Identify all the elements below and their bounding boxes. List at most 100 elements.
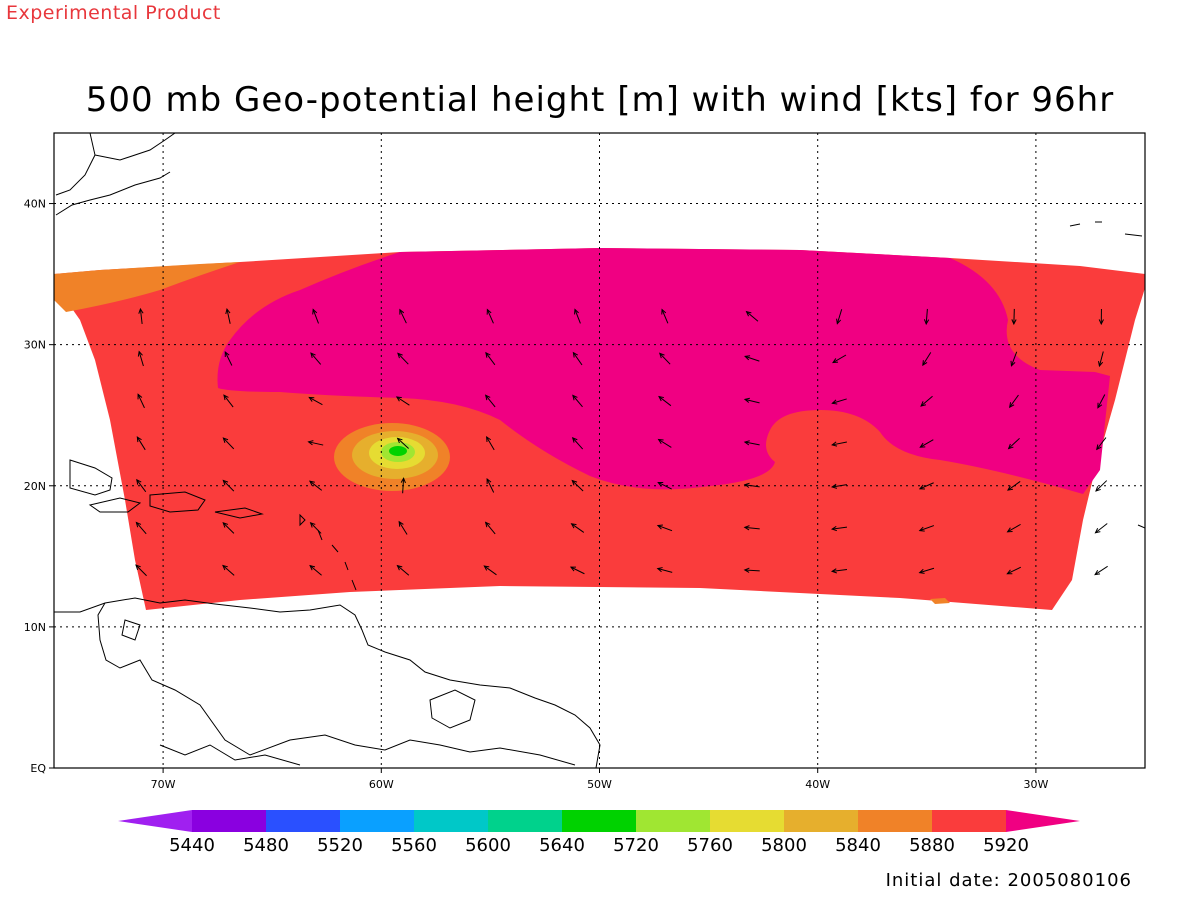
wind-arrow (308, 396, 323, 406)
wind-arrow (1097, 394, 1106, 409)
colorbar-box (488, 810, 562, 832)
height-field-5880-s (930, 598, 950, 604)
wind-arrow (657, 481, 672, 490)
wind-arrow (1097, 351, 1104, 368)
wind-arrow (138, 307, 144, 324)
colorbar-box (192, 810, 266, 832)
wind-arrow (830, 483, 848, 489)
wind-arrow (570, 523, 585, 533)
wind-arrow (486, 308, 494, 324)
lat-tick-label: 10N (24, 621, 46, 634)
wind-arrow (1006, 523, 1021, 533)
colorbar-level-label: 5720 (613, 835, 659, 856)
wind-arrow (399, 308, 407, 324)
wind-arrow (745, 310, 759, 322)
wind-arrow (743, 397, 760, 404)
wind-arrow (658, 352, 671, 365)
wind-arrow (657, 438, 672, 448)
wind-arrow (918, 482, 934, 490)
wind-arrow (1006, 566, 1022, 575)
wind-arrow (572, 351, 583, 366)
initial-date: Initial date: 2005080106 (885, 870, 1132, 891)
colorbar-level-label: 5480 (243, 835, 289, 856)
wind-arrow (574, 308, 581, 324)
wind-arrow (830, 525, 848, 532)
wind-arrow (918, 567, 935, 574)
colorbar-level-label: 5760 (687, 835, 733, 856)
wind-arrow (743, 440, 760, 446)
wind-arrow (571, 479, 584, 492)
height-field-5880-nw (54, 262, 240, 312)
wind-arrow (486, 478, 495, 493)
lat-tick-label: 30N (24, 339, 46, 352)
wind-arrow (919, 439, 934, 448)
chart-title: 500 mb Geo-potential height [m] with win… (85, 80, 1115, 120)
wind-arrow (225, 307, 231, 324)
wind-arrow (312, 308, 319, 324)
longitude-axis: 70W 60W 50W 40W 30W (151, 768, 1048, 791)
wind-arrow (309, 521, 322, 534)
wind-arrow (836, 309, 843, 325)
wind-arrow (400, 477, 406, 494)
wind-arrow (1098, 308, 1104, 326)
wind-arrow (831, 441, 847, 447)
wind-arrow (1096, 437, 1107, 451)
colorbar-level-label: 5600 (465, 835, 511, 856)
colorbar-box (858, 810, 932, 832)
wind-arrow (1010, 351, 1018, 367)
wind-arrow (830, 568, 848, 574)
wind-arrow (744, 355, 760, 362)
wind-arrow (918, 525, 935, 532)
colorbar-level-label: 5520 (317, 835, 363, 856)
wind-arrow (743, 525, 760, 531)
wind-arrow (137, 393, 145, 409)
wind-arrow (483, 565, 497, 576)
wind-arrow (396, 437, 409, 449)
wind-arrow (396, 564, 410, 576)
wind-arrow (397, 352, 409, 365)
colorbar-box (414, 810, 488, 832)
wind-arrow (656, 567, 673, 573)
colorbar-box (266, 810, 340, 832)
wind-arrow (485, 351, 496, 366)
colorbar-box (784, 810, 858, 832)
wind-arrow (222, 479, 235, 492)
colorbar-extend-low (118, 810, 192, 832)
wind-arrow (222, 437, 235, 450)
colorbar-extend-high (1006, 810, 1080, 832)
wind-arrow (136, 436, 146, 451)
wind-vectors (135, 307, 1108, 577)
wind-arrow (398, 520, 408, 535)
colorbar-level-label: 5840 (835, 835, 881, 856)
wind-arrow (484, 521, 496, 535)
wind-arrow (135, 521, 147, 535)
colorbar-level-label: 5560 (391, 835, 437, 856)
wind-arrow (137, 350, 144, 367)
colorbar (118, 810, 1080, 832)
wind-arrow (1094, 565, 1108, 576)
wind-arrow (310, 352, 322, 365)
lon-tick-label: 30W (1023, 778, 1048, 791)
colorbar-box (340, 810, 414, 832)
wind-arrow (572, 394, 583, 408)
lon-tick-label: 40W (805, 778, 830, 791)
colorbar-level-label: 5880 (909, 835, 955, 856)
vortex-5720 (389, 446, 407, 456)
wind-arrow (135, 564, 147, 577)
wind-arrow (743, 567, 760, 573)
wind-arrow (569, 566, 585, 575)
wind-arrow (309, 564, 322, 576)
latitude-axis: EQ 10N 20N 30N 40N (24, 198, 54, 775)
wind-arrow (920, 395, 933, 407)
wind-arrow (1011, 308, 1017, 326)
wind-arrow (222, 522, 235, 534)
wind-arrow (571, 437, 584, 450)
wind-arrow (222, 564, 235, 576)
wind-arrow (661, 308, 669, 324)
colorbar-box (636, 810, 710, 832)
lat-tick-label: EQ (30, 762, 46, 775)
colorbar-level-label: 5800 (761, 835, 807, 856)
experimental-product-label: Experimental Product (6, 2, 221, 24)
colorbar-box (932, 810, 1006, 832)
